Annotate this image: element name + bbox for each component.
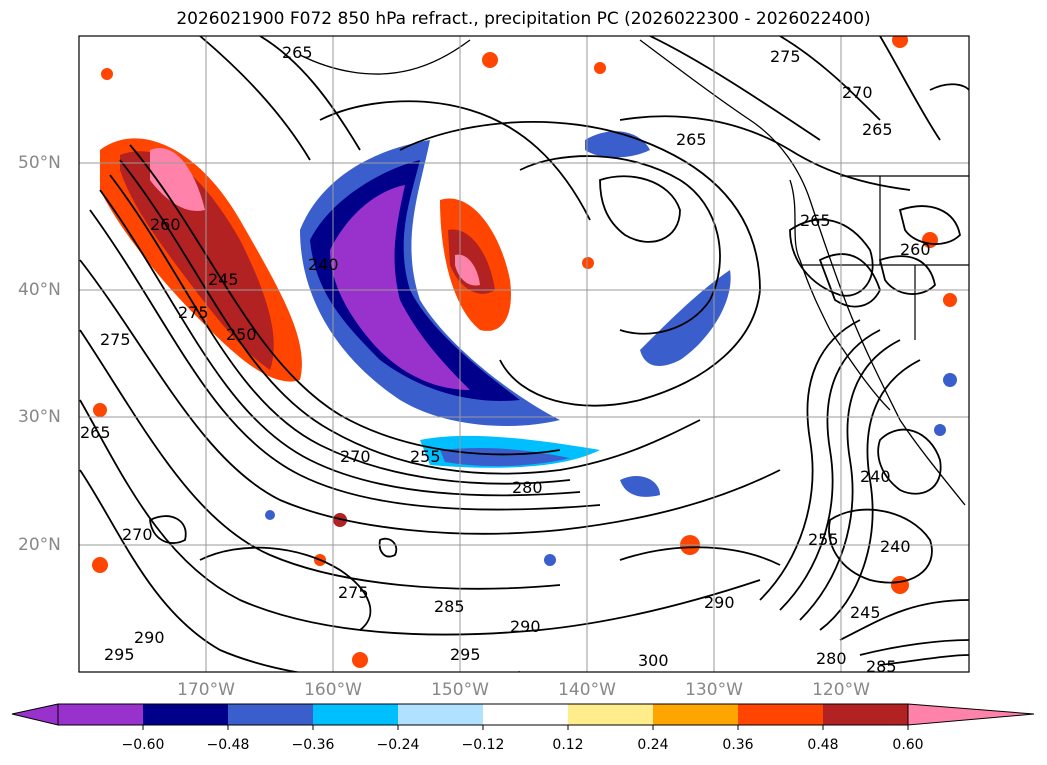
lon-label-120w: 120°W <box>812 680 870 700</box>
lon-label-130w: 130°W <box>685 680 743 700</box>
map-background <box>79 36 969 672</box>
colorbar-tick-label: 0.36 <box>722 737 754 753</box>
lat-label-30n: 30°N <box>18 407 61 427</box>
colorbar-segment <box>228 704 313 725</box>
colorbar-tick-label: 0.60 <box>892 737 924 753</box>
contour-label: 270 <box>842 83 873 102</box>
contour-label: 285 <box>866 657 897 676</box>
coastline <box>299 39 966 506</box>
contour-label: 240 <box>880 537 911 556</box>
colorbar-segment <box>738 704 823 725</box>
colorbar-extend-high <box>907 703 1035 726</box>
lon-label-170w: 170°W <box>177 680 235 700</box>
colorbar-segment <box>313 704 398 725</box>
contour-label: 240 <box>860 467 891 486</box>
lat-label-50n: 50°N <box>18 153 61 173</box>
contour-label: 290 <box>704 593 735 612</box>
colorbar-tick-label: −0.36 <box>291 737 335 753</box>
contour-label: 300 <box>638 651 669 670</box>
contour-label: 290 <box>134 628 165 647</box>
colorbar-tick-label: 0.12 <box>552 737 584 753</box>
contour-label: 255 <box>808 530 839 549</box>
contour-label: 265 <box>282 43 313 62</box>
contour-label: 265 <box>676 130 707 149</box>
contour-label: 275 <box>338 583 369 602</box>
contour-label: 260 <box>900 240 931 259</box>
contour-label: 245 <box>208 270 239 289</box>
colorbar-segment <box>568 704 653 725</box>
colorbar-tick-label: −0.48 <box>206 737 250 753</box>
colorbar-segment <box>143 704 228 725</box>
gridlines <box>79 36 969 672</box>
contour-label: 250 <box>226 325 257 344</box>
contour-label: 275 <box>770 47 801 66</box>
precip-neg-band-central <box>300 140 600 468</box>
lon-label-150w: 150°W <box>431 680 489 700</box>
refractivity-contours <box>79 36 969 672</box>
lon-label-160w: 160°W <box>304 680 362 700</box>
colorbar-tick-label: 0.24 <box>637 737 669 753</box>
colorbar-tick-label: −0.24 <box>376 737 420 753</box>
contour-labels: 265 275 270 265 265 260 260 240 245 250 … <box>80 43 931 676</box>
colorbar-tick-label: −0.60 <box>121 737 165 753</box>
colorbar-extend-low <box>11 703 59 726</box>
contour-label: 275 <box>100 330 131 349</box>
contour-label: 270 <box>122 525 153 544</box>
contour-label: 280 <box>512 478 543 497</box>
contour-label: 275 <box>178 303 209 322</box>
colorbar-tick-marks <box>142 725 909 730</box>
lat-label-20n: 20°N <box>18 535 61 555</box>
contour-label: 270 <box>340 447 371 466</box>
contour-label: 245 <box>850 603 881 622</box>
colorbar-segment <box>823 704 908 725</box>
colorbar-segment <box>483 704 568 725</box>
contour-label: 290 <box>510 617 541 636</box>
contour-label: 260 <box>150 215 181 234</box>
contour-label: 295 <box>450 645 481 664</box>
colorbar-tick-label: 0.48 <box>807 737 839 753</box>
contour-label: 265 <box>80 423 111 442</box>
contour-label: 240 <box>308 255 339 274</box>
contour-label: 280 <box>816 649 847 668</box>
precip-pos-band-west <box>100 138 302 382</box>
contour-label: 265 <box>800 211 831 230</box>
contour-label: 295 <box>104 645 135 664</box>
lat-label-40n: 40°N <box>18 280 61 300</box>
boundaries <box>800 175 969 340</box>
map-frame <box>78 35 970 673</box>
colorbar-segment <box>58 704 143 725</box>
colorbar-tick-label: −0.12 <box>461 737 505 753</box>
contour-label: 265 <box>862 120 893 139</box>
colorbar-segment <box>653 704 738 725</box>
contour-label: 255 <box>410 447 441 466</box>
map-title: 2026021900 F072 850 hPa refract., precip… <box>176 9 871 29</box>
contour-label: 285 <box>434 597 465 616</box>
lon-label-140w: 140°W <box>558 680 616 700</box>
colorbar-segment <box>398 704 483 725</box>
